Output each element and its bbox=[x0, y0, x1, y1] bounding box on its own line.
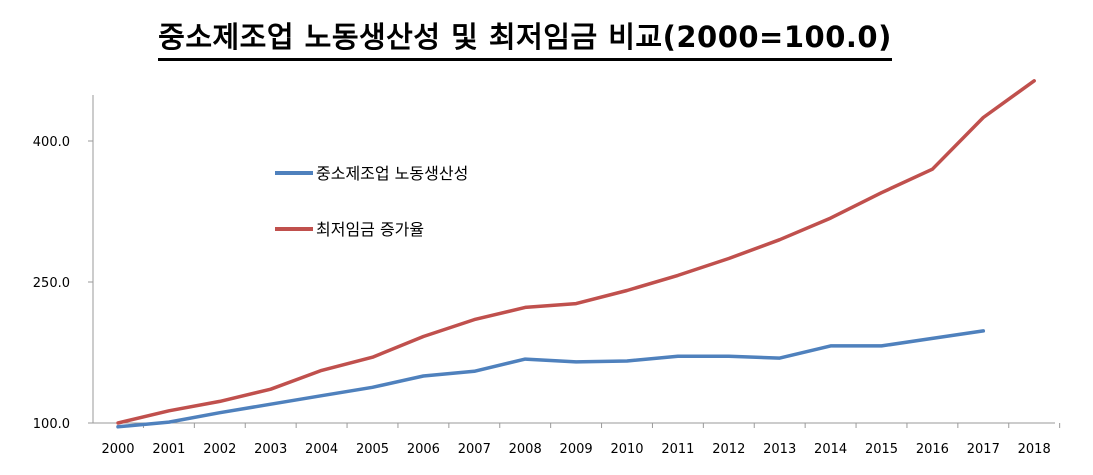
y-tick-label: 400.0 bbox=[33, 135, 70, 150]
x-tick-label: 2011 bbox=[661, 442, 694, 457]
x-tick-label: 2018 bbox=[1018, 442, 1051, 457]
x-tick-label: 2004 bbox=[305, 442, 338, 457]
series-line-1 bbox=[116, 329, 986, 429]
x-tick-label: 2014 bbox=[814, 442, 847, 457]
x-tick-label: 2012 bbox=[712, 442, 745, 457]
x-tick-label: 2001 bbox=[152, 442, 185, 457]
x-tick-label: 2002 bbox=[203, 442, 236, 457]
x-tick-label: 2015 bbox=[865, 442, 898, 457]
x-tick-label: 2006 bbox=[407, 442, 440, 457]
series-line-2 bbox=[116, 79, 1036, 425]
legend-label-2: 최저임금 증가율 bbox=[316, 220, 424, 239]
axes: 100.0 250.0 400.0 2000 2001 2002 2003 2004 2005 2… bbox=[33, 95, 1061, 457]
y-tick-label: 250.0 bbox=[33, 276, 70, 291]
chart-title: 중소제조업 노동생산성 및 최저임금 비교(2000=100.0) bbox=[0, 14, 1050, 61]
x-tick-label: 2007 bbox=[458, 442, 491, 457]
x-tick-label: 2010 bbox=[610, 442, 643, 457]
x-tick-label: 2000 bbox=[101, 442, 134, 457]
series-layer bbox=[116, 79, 1036, 429]
legend-label-1: 중소제조업 노동생산성 bbox=[316, 164, 468, 183]
x-tick-label: 2017 bbox=[967, 442, 1000, 457]
x-tick-label: 2009 bbox=[560, 442, 593, 457]
x-tick-label: 2013 bbox=[763, 442, 796, 457]
y-tick-label: 100.0 bbox=[33, 417, 70, 432]
x-tick-label: 2016 bbox=[916, 442, 949, 457]
x-tick-label: 2008 bbox=[509, 442, 542, 457]
x-tick-label: 2003 bbox=[254, 442, 287, 457]
x-tick-label: 2005 bbox=[356, 442, 389, 457]
